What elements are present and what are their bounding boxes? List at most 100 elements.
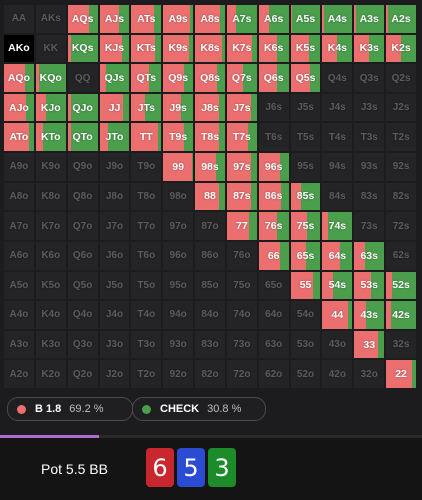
hand-cell[interactable]: T7s bbox=[226, 123, 257, 152]
hand-cell[interactable]: 73s bbox=[354, 212, 385, 240]
hand-cell[interactable]: 72o bbox=[226, 360, 257, 388]
hand-cell[interactable]: K4o bbox=[35, 301, 66, 329]
hand-cell[interactable]: 73o bbox=[226, 330, 257, 359]
hand-cell[interactable]: 33 bbox=[354, 330, 385, 359]
hand-cell[interactable]: 94s bbox=[322, 153, 353, 181]
hand-cell[interactable]: J3o bbox=[99, 330, 130, 359]
hand-cell[interactable]: KTo bbox=[35, 123, 66, 152]
hand-cell[interactable]: 53s bbox=[354, 271, 385, 300]
hand-cell[interactable]: Q4o bbox=[67, 301, 98, 329]
hand-cell[interactable]: 96o bbox=[163, 241, 194, 270]
hand-cell[interactable]: A9o bbox=[4, 153, 34, 181]
bet-legend-pill[interactable]: B 1.8 69.2 % bbox=[7, 397, 133, 421]
hand-cell[interactable]: Q8s bbox=[195, 64, 225, 92]
hand-cell[interactable]: K4s bbox=[322, 34, 353, 63]
hand-cell[interactable]: 87o bbox=[195, 212, 225, 240]
hand-cell[interactable]: Q6s bbox=[258, 64, 289, 92]
hand-cell[interactable]: KJo bbox=[35, 93, 66, 122]
hand-cell[interactable]: ATs bbox=[131, 5, 162, 33]
hand-cell[interactable]: A6s bbox=[258, 5, 289, 33]
hand-cell[interactable]: AKo bbox=[4, 34, 34, 63]
hand-cell[interactable]: J4s bbox=[322, 93, 353, 122]
hand-cell[interactable]: J7o bbox=[99, 212, 130, 240]
hand-cell[interactable]: K6o bbox=[35, 241, 66, 270]
hand-cell[interactable]: Q2s bbox=[386, 64, 416, 92]
hand-cell[interactable]: Q8o bbox=[67, 182, 98, 211]
hand-cell[interactable]: 55 bbox=[290, 271, 321, 300]
hand-cell[interactable]: T4o bbox=[131, 301, 162, 329]
hand-cell[interactable]: 92s bbox=[386, 153, 416, 181]
hand-cell[interactable]: A6o bbox=[4, 241, 34, 270]
hand-cell[interactable]: 74s bbox=[322, 212, 353, 240]
hand-cell[interactable]: Q7s bbox=[226, 64, 257, 92]
hand-cell[interactable]: 98s bbox=[195, 153, 225, 181]
hand-cell[interactable]: A8o bbox=[4, 182, 34, 211]
hand-cell[interactable]: K9s bbox=[163, 34, 194, 63]
hand-cell[interactable]: 82o bbox=[195, 360, 225, 388]
hand-cell[interactable]: 84o bbox=[195, 301, 225, 329]
hand-cell[interactable]: 93s bbox=[354, 153, 385, 181]
hand-cell[interactable]: A3o bbox=[4, 330, 34, 359]
hand-cell[interactable]: KQo bbox=[35, 64, 66, 92]
hand-cell[interactable]: A2s bbox=[386, 5, 416, 33]
hand-cell[interactable]: A8s bbox=[195, 5, 225, 33]
hand-cell[interactable]: 54o bbox=[290, 301, 321, 329]
hand-cell[interactable]: K5s bbox=[290, 34, 321, 63]
hand-cell[interactable]: K5o bbox=[35, 271, 66, 300]
hand-cell[interactable]: Q3o bbox=[67, 330, 98, 359]
hand-cell[interactable]: AKs bbox=[35, 5, 66, 33]
hand-cell[interactable]: 64o bbox=[258, 301, 289, 329]
hand-cell[interactable]: 85s bbox=[290, 182, 321, 211]
hand-cell[interactable]: 43o bbox=[322, 330, 353, 359]
hand-cell[interactable]: QTs bbox=[131, 64, 162, 92]
hand-cell[interactable]: 77 bbox=[226, 212, 257, 240]
hand-cell[interactable]: A7s bbox=[226, 5, 257, 33]
hand-cell[interactable]: Q4s bbox=[322, 64, 353, 92]
hand-cell[interactable]: 42o bbox=[322, 360, 353, 388]
hand-cell[interactable]: A4o bbox=[4, 301, 34, 329]
hand-cell[interactable]: J4o bbox=[99, 301, 130, 329]
hand-cell[interactable]: J8o bbox=[99, 182, 130, 211]
hand-cell[interactable]: T2o bbox=[131, 360, 162, 388]
hand-cell[interactable]: JTs bbox=[131, 93, 162, 122]
hand-cell[interactable]: Q9s bbox=[163, 64, 194, 92]
hand-cell[interactable]: 63s bbox=[354, 241, 385, 270]
hand-cell[interactable]: QJs bbox=[99, 64, 130, 92]
hand-cell[interactable]: AQs bbox=[67, 5, 98, 33]
hand-cell[interactable]: 95s bbox=[290, 153, 321, 181]
hand-cell[interactable]: KJs bbox=[99, 34, 130, 63]
hand-cell[interactable]: 43s bbox=[354, 301, 385, 329]
hand-cell[interactable]: 44 bbox=[322, 301, 353, 329]
hand-cell[interactable]: T3s bbox=[354, 123, 385, 152]
hand-cell[interactable]: 95o bbox=[163, 271, 194, 300]
hand-cell[interactable]: T4s bbox=[322, 123, 353, 152]
hand-cell[interactable]: 62s bbox=[386, 241, 416, 270]
hand-cell[interactable]: Q5o bbox=[67, 271, 98, 300]
hand-cell[interactable]: 32s bbox=[386, 330, 416, 359]
hand-cell[interactable]: J6o bbox=[99, 241, 130, 270]
hand-cell[interactable]: 32o bbox=[354, 360, 385, 388]
hand-cell[interactable]: AJs bbox=[99, 5, 130, 33]
hand-cell[interactable]: 94o bbox=[163, 301, 194, 329]
hand-cell[interactable]: 22 bbox=[386, 360, 416, 388]
hand-cell[interactable]: K2o bbox=[35, 360, 66, 388]
hand-cell[interactable]: AJo bbox=[4, 93, 34, 122]
hand-cell[interactable]: 74o bbox=[226, 301, 257, 329]
hand-cell[interactable]: J7s bbox=[226, 93, 257, 122]
hand-cell[interactable]: ATo bbox=[4, 123, 34, 152]
hand-cell[interactable]: 86o bbox=[195, 241, 225, 270]
hand-cell[interactable]: 52o bbox=[290, 360, 321, 388]
hand-cell[interactable]: 99 bbox=[163, 153, 194, 181]
hand-cell[interactable]: J2o bbox=[99, 360, 130, 388]
hand-cell[interactable]: J9o bbox=[99, 153, 130, 181]
hand-cell[interactable]: JTo bbox=[99, 123, 130, 152]
hand-cell[interactable]: K3o bbox=[35, 330, 66, 359]
hand-cell[interactable]: J8s bbox=[195, 93, 225, 122]
hand-cell[interactable]: K8o bbox=[35, 182, 66, 211]
hand-cell[interactable]: 84s bbox=[322, 182, 353, 211]
hand-cell[interactable]: QQ bbox=[67, 64, 98, 92]
hand-cell[interactable]: 86s bbox=[258, 182, 289, 211]
hand-cell[interactable]: 52s bbox=[386, 271, 416, 300]
hand-cell[interactable]: 83s bbox=[354, 182, 385, 211]
hand-cell[interactable]: A5o bbox=[4, 271, 34, 300]
